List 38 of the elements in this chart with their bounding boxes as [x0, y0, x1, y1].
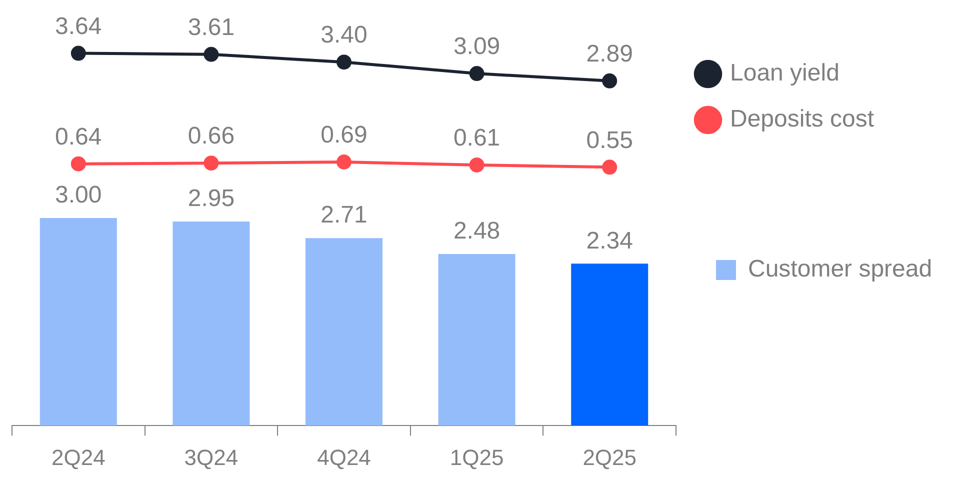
data-label: 2.48: [453, 218, 500, 245]
data-label: 2.71: [320, 202, 368, 229]
point: [602, 73, 618, 88]
data-label: 3.09: [453, 33, 500, 60]
point: [469, 157, 484, 172]
x-tick-label: 3Q24: [184, 444, 238, 470]
bar: [40, 218, 117, 426]
data-label: 0.61: [453, 124, 500, 152]
data-label: 0.55: [586, 126, 633, 154]
point: [336, 154, 352, 170]
x-tick-label: 1Q25: [450, 444, 504, 470]
point: [204, 156, 219, 171]
bar: [172, 221, 250, 426]
legend-label: Customer spread: [748, 256, 932, 283]
bar: [438, 254, 516, 426]
legend-label: Deposits cost: [730, 106, 874, 133]
data-label: 0.66: [188, 122, 235, 150]
x-tick-label: 2Q24: [51, 444, 106, 470]
data-label: 3.40: [320, 22, 368, 49]
data-label: 3.00: [55, 182, 102, 209]
bar: [571, 264, 648, 426]
bar: [305, 238, 383, 426]
point: [469, 66, 484, 82]
data-label: 2.95: [188, 185, 235, 212]
data-label: 2.89: [586, 40, 633, 68]
data-label: 3.64: [55, 12, 102, 40]
point: [336, 54, 352, 70]
data-label: 0.69: [320, 122, 368, 149]
x-tick-label: 4Q24: [317, 444, 371, 470]
data-label: 0.64: [55, 123, 102, 150]
point: [70, 156, 86, 172]
point: [602, 160, 618, 175]
data-label: 2.34: [586, 227, 633, 254]
legend-label: Loan yield: [730, 60, 840, 87]
point: [204, 46, 219, 62]
data-label: 3.61: [188, 14, 235, 41]
x-tick-label: 2Q25: [582, 444, 637, 470]
point: [70, 46, 86, 61]
